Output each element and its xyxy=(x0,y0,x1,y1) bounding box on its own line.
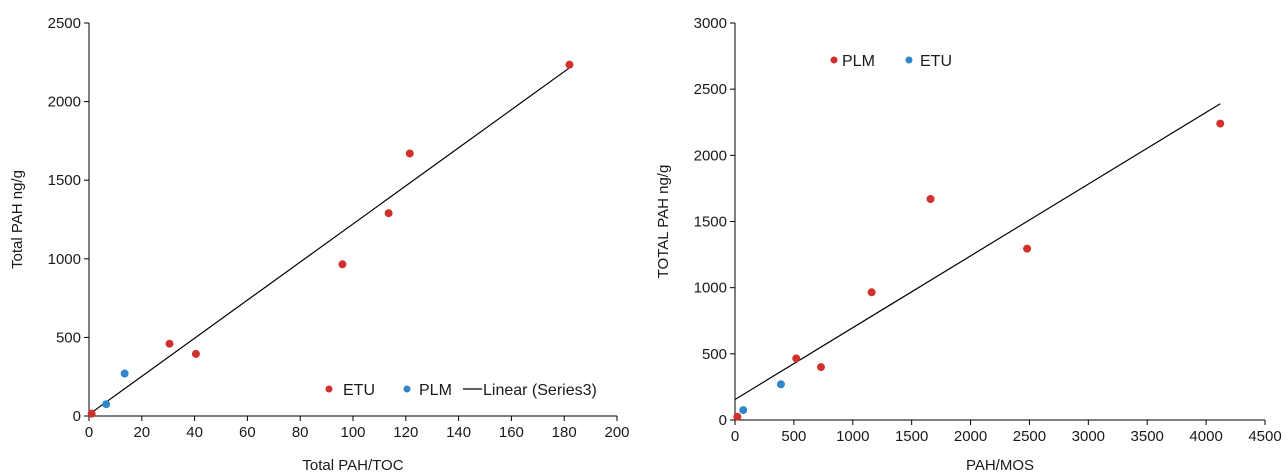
y-tick-label: 1500 xyxy=(694,214,727,231)
y-tick-label: 1500 xyxy=(48,172,81,189)
x-tick-label: 180 xyxy=(552,424,577,441)
x-tick-label: 200 xyxy=(604,424,629,441)
x-tick-label: 3000 xyxy=(1072,428,1105,445)
y-tick-label: 1000 xyxy=(694,280,727,297)
legend-marker xyxy=(403,385,411,393)
x-tick-label: 60 xyxy=(239,424,256,441)
data-point-plm xyxy=(733,412,742,421)
x-tick-label: 40 xyxy=(186,424,203,441)
x-tick-label: 0 xyxy=(731,428,739,445)
chart-total-pah-vs-toc: 0 20 40 60 80 100 120 140 160 180 2000500100015002… xyxy=(9,15,630,474)
legend-label: PLM xyxy=(419,382,452,399)
chart-total-pah-vs-mos: 0 500 1000 1500 2000 2500 3000 3500 4000 4500 0 500… xyxy=(655,15,1282,474)
x-axis-title: Total PAH/TOC xyxy=(302,457,403,474)
data-point-etu xyxy=(191,349,200,358)
data-point-plm xyxy=(926,195,935,204)
trendline xyxy=(88,67,570,415)
data-point-plm xyxy=(816,363,825,372)
x-tick-label: 20 xyxy=(133,424,150,441)
legend-marker xyxy=(325,385,333,393)
x-tick-label: 1500 xyxy=(895,428,928,445)
y-tick-label: 1000 xyxy=(48,251,81,268)
legend-label: Linear (Series3) xyxy=(483,382,597,399)
data-point-etu xyxy=(384,209,393,218)
legend-marker xyxy=(905,56,913,64)
data-point-etu xyxy=(565,60,574,69)
y-tick-label: 2500 xyxy=(694,81,727,98)
y-tick-label: 2000 xyxy=(48,94,81,111)
data-point-plm xyxy=(102,400,111,409)
data-point-etu xyxy=(739,406,748,415)
data-point-etu xyxy=(776,380,785,389)
data-point-etu xyxy=(165,339,174,348)
data-point-plm xyxy=(1023,244,1032,253)
data-point-plm xyxy=(120,369,129,378)
legend-label: ETU xyxy=(343,382,375,399)
data-point-plm xyxy=(1216,119,1225,128)
x-tick-label: 500 xyxy=(781,428,806,445)
y-tick-label: 500 xyxy=(56,329,81,346)
x-tick-label: 2000 xyxy=(954,428,987,445)
data-point-etu xyxy=(87,409,96,418)
legend-label: PLM xyxy=(842,53,875,70)
y-tick-label: 2000 xyxy=(694,147,727,164)
y-tick-label: 500 xyxy=(702,346,727,363)
y-tick-label: 3000 xyxy=(694,15,727,32)
x-tick-label: 4500 xyxy=(1248,428,1281,445)
x-tick-label: 4000 xyxy=(1189,428,1222,445)
data-point-etu xyxy=(405,149,414,158)
x-tick-label: 0 xyxy=(85,424,93,441)
data-point-plm xyxy=(792,354,801,363)
x-tick-label: 2500 xyxy=(1013,428,1046,445)
x-tick-label: 80 xyxy=(292,424,309,441)
x-axis-title: PAH/MOS xyxy=(966,457,1034,474)
y-tick-label: 2500 xyxy=(48,15,81,32)
trendline xyxy=(734,103,1221,401)
x-tick-label: 120 xyxy=(393,424,418,441)
data-point-plm xyxy=(867,288,876,297)
x-tick-label: 160 xyxy=(499,424,524,441)
x-tick-label: 140 xyxy=(446,424,471,441)
data-point-etu xyxy=(338,260,347,269)
y-axis-title: TOTAL PAH ng/g xyxy=(655,165,672,279)
y-tick-label: 0 xyxy=(719,412,727,429)
x-tick-label: 1000 xyxy=(836,428,869,445)
x-tick-label: 100 xyxy=(340,424,365,441)
legend-marker xyxy=(830,56,838,64)
y-tick-label: 0 xyxy=(73,408,81,425)
legend-label: ETU xyxy=(920,53,952,70)
y-axis-title: Total PAH ng/g xyxy=(9,170,26,269)
x-tick-label: 3500 xyxy=(1131,428,1164,445)
